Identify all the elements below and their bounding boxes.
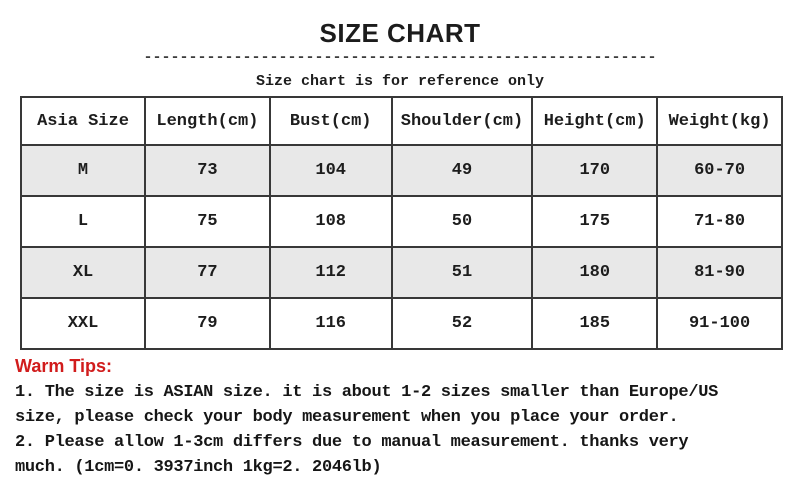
column-header-weight: Weight(kg) (656, 96, 783, 146)
table-row-xl: XL 77 112 51 180 81-90 (19, 246, 783, 299)
warm-tips-section: Warm Tips: 1. The size is ASIAN size. it… (15, 356, 800, 480)
cell-weight: 81-90 (656, 246, 783, 299)
cell-height: 185 (531, 297, 659, 350)
cell-asia-size: XXL (19, 297, 147, 350)
table-row-m: M 73 104 49 170 60-70 (19, 144, 783, 197)
column-header-bust: Bust(cm) (268, 96, 393, 146)
column-header-shoulder: Shoulder(cm) (390, 96, 534, 146)
page-title: SIZE CHART (319, 18, 481, 48)
tip-line-4: much. (1cm=0. 3937inch 1kg=2. 2046lb) (15, 458, 382, 477)
cell-shoulder: 50 (390, 195, 534, 248)
reference-note: Size chart is for reference only (255, 73, 545, 90)
cell-shoulder: 51 (390, 246, 534, 299)
cell-shoulder: 49 (390, 144, 534, 197)
cell-bust: 108 (268, 195, 393, 248)
cell-bust: 104 (268, 144, 393, 197)
table-row-l: L 75 108 50 175 71-80 (19, 195, 783, 248)
cell-weight: 71-80 (656, 195, 783, 248)
cell-height: 175 (531, 195, 659, 248)
cell-bust: 112 (268, 246, 393, 299)
cell-asia-size: XL (19, 246, 147, 299)
tip-line-3: 2. Please allow 1-3cm differs due to man… (15, 433, 689, 452)
cell-length: 77 (144, 246, 271, 299)
cell-asia-size: L (19, 195, 147, 248)
cell-length: 75 (144, 195, 271, 248)
cell-height: 180 (531, 246, 659, 299)
cell-weight: 91-100 (656, 297, 783, 350)
column-header-length: Length(cm) (144, 96, 271, 146)
cell-bust: 116 (268, 297, 393, 350)
table-header-row: Asia Size Length(cm) Bust(cm) Shoulder(c… (19, 96, 783, 146)
column-header-height: Height(cm) (531, 96, 659, 146)
cell-weight: 60-70 (656, 144, 783, 197)
cell-length: 73 (144, 144, 271, 197)
cell-shoulder: 52 (390, 297, 534, 350)
table-row-xxl: XXL 79 116 52 185 91-100 (19, 297, 783, 350)
column-header-asia-size: Asia Size (19, 96, 147, 146)
warm-tips-heading: Warm Tips: (15, 356, 113, 376)
tip-line-2: size, please check your body measurement… (15, 408, 679, 427)
size-table: Asia Size Length(cm) Bust(cm) Shoulder(c… (19, 96, 783, 350)
cell-length: 79 (144, 297, 271, 350)
cell-height: 170 (531, 144, 659, 197)
tip-line-1: 1. The size is ASIAN size. it is about 1… (15, 383, 719, 402)
dashed-divider: ----------------------------------------… (143, 51, 657, 64)
cell-asia-size: M (19, 144, 147, 197)
